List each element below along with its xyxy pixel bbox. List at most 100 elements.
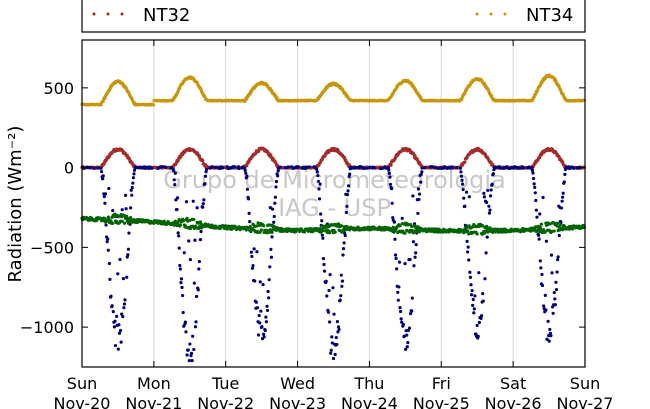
data-point-series-3	[363, 166, 367, 170]
data-point-series-4	[333, 230, 337, 234]
data-point-series-3	[487, 211, 492, 215]
data-point-series-3	[473, 294, 477, 298]
data-point-series-3	[175, 207, 179, 212]
y-tick-label: −1000	[20, 318, 74, 337]
data-point-nt32	[389, 163, 393, 167]
data-point-series-3	[172, 178, 176, 182]
data-point-series-3	[543, 293, 547, 297]
data-point-series-3	[248, 220, 252, 224]
data-point-series-3	[116, 347, 120, 351]
data-point-series-3	[274, 179, 279, 184]
data-point-series-3	[548, 327, 552, 332]
data-point-series-4	[558, 223, 563, 227]
data-point-series-3	[191, 199, 195, 203]
data-point-series-3	[333, 352, 337, 357]
data-point-series-3	[324, 279, 328, 283]
data-point-series-3	[335, 320, 340, 324]
data-point-series-4	[107, 216, 111, 220]
data-point-series-3	[321, 236, 325, 240]
data-point-series-3	[562, 180, 566, 184]
x-tick-label-day: Sun	[67, 374, 97, 393]
data-point-series-3	[107, 186, 111, 191]
data-point-series-3	[237, 166, 241, 171]
data-point-series-4	[339, 224, 343, 228]
data-point-series-3	[530, 166, 534, 170]
data-point-series-3	[112, 325, 117, 329]
data-point-series-3	[410, 296, 414, 300]
data-point-series-3	[482, 191, 486, 195]
legend-marker	[503, 12, 507, 16]
data-point-series-3	[346, 189, 350, 193]
data-point-series-3	[268, 265, 272, 269]
data-point-series-3	[410, 309, 414, 313]
data-point-series-3	[258, 321, 262, 325]
data-point-series-4	[256, 221, 260, 225]
data-point-series-3	[396, 298, 400, 302]
data-point-series-3	[190, 359, 194, 363]
data-point-series-3	[125, 275, 129, 279]
data-point-series-3	[423, 166, 427, 170]
axis-ticks	[81, 40, 586, 367]
data-point-series-3	[187, 239, 191, 243]
x-tick-label-date: Nov-21	[125, 394, 182, 409]
data-point-series-3	[400, 216, 404, 220]
data-point-series-3	[210, 165, 214, 169]
data-point-nt34	[534, 92, 538, 96]
data-point-series-4	[561, 228, 565, 232]
data-point-series-3	[461, 187, 465, 192]
data-point-series-3	[549, 334, 553, 338]
x-tick-label-date: Nov-25	[413, 394, 470, 409]
data-point-series-3	[113, 319, 117, 323]
data-point-series-3	[316, 173, 320, 178]
data-point-series-3	[533, 191, 537, 195]
data-point-series-3	[195, 206, 199, 210]
legend-marker	[106, 12, 110, 16]
data-point-series-3	[400, 320, 404, 324]
data-point-series-3	[419, 172, 423, 177]
data-point-series-3	[387, 171, 391, 175]
data-point-series-3	[108, 277, 112, 281]
data-point-series-3	[244, 171, 248, 175]
data-point-series-4	[556, 221, 560, 225]
data-point-series-3	[118, 328, 123, 333]
data-point-series-3	[347, 174, 351, 179]
data-point-series-3	[339, 294, 343, 298]
data-point-series-3	[466, 250, 470, 254]
data-point-series-3	[197, 259, 201, 264]
data-point-series-3	[531, 176, 536, 181]
data-point-series-3	[334, 335, 338, 340]
plot-frame	[81, 39, 586, 368]
data-point-series-3	[341, 247, 346, 251]
data-point-series-3	[546, 319, 550, 323]
data-point-nt32	[463, 160, 467, 164]
data-point-series-3	[260, 325, 264, 329]
data-point-series-3	[417, 192, 422, 196]
data-point-series-3	[103, 192, 108, 196]
data-point-series-3	[556, 255, 560, 259]
data-point-series-3	[328, 273, 332, 277]
data-point-series-3	[202, 198, 206, 202]
data-point-series-3	[150, 166, 154, 170]
data-point-series-3	[130, 193, 134, 197]
data-point-series-3	[192, 347, 196, 352]
data-point-series-3	[318, 182, 322, 186]
data-point-series-3	[243, 168, 247, 172]
data-point-series-3	[472, 311, 476, 315]
data-point-series-3	[320, 219, 324, 223]
data-point-series-3	[178, 267, 182, 271]
data-point-series-3	[540, 272, 544, 277]
data-point-series-3	[120, 312, 124, 316]
data-point-series-3	[463, 204, 467, 208]
data-point-series-3	[530, 168, 535, 172]
data-point-series-3	[397, 260, 402, 264]
data-point-series-3	[521, 166, 526, 170]
data-point-series-3	[544, 239, 549, 243]
x-tick-label-date: Nov-26	[485, 394, 542, 409]
data-point-series-3	[556, 258, 560, 262]
data-point-series-3	[344, 210, 348, 215]
data-point-series-3	[184, 330, 188, 334]
data-point-series-3	[450, 166, 455, 170]
data-point-series-3	[262, 332, 266, 336]
data-point-series-3	[472, 307, 476, 311]
data-point-series-3	[534, 208, 538, 212]
